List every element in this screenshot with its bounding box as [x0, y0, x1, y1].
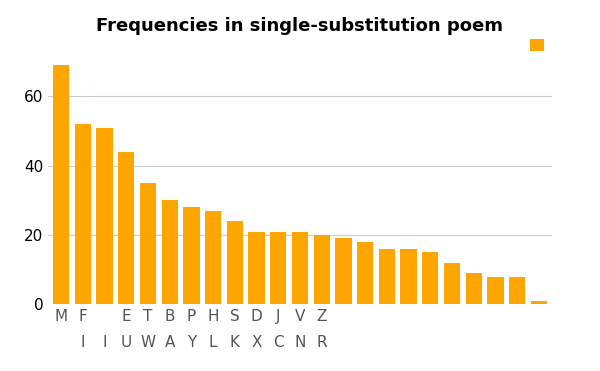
Bar	[74, 124, 91, 304]
Bar	[444, 263, 460, 304]
Text: K: K	[230, 335, 240, 350]
Text: C: C	[273, 335, 284, 350]
Title: Frequencies in single-substitution poem: Frequencies in single-substitution poem	[97, 17, 503, 35]
Bar	[248, 232, 265, 304]
Bar	[379, 249, 395, 304]
Text: U: U	[121, 335, 132, 350]
Text: Y: Y	[187, 335, 196, 350]
Bar	[118, 152, 134, 304]
Bar	[227, 221, 243, 304]
Bar	[205, 211, 221, 304]
Bar	[53, 65, 69, 304]
Bar	[314, 235, 330, 304]
Bar	[270, 232, 286, 304]
Bar	[422, 252, 439, 304]
Text: I: I	[80, 335, 85, 350]
Bar	[183, 207, 200, 304]
Bar	[400, 249, 417, 304]
Bar	[335, 239, 352, 304]
Bar	[509, 276, 526, 304]
Text: A: A	[164, 335, 175, 350]
Legend: 	[530, 39, 555, 52]
Text: I: I	[102, 335, 107, 350]
Text: N: N	[295, 335, 305, 350]
Bar	[357, 242, 373, 304]
Text: R: R	[316, 335, 327, 350]
Bar	[531, 301, 547, 304]
Text: X: X	[251, 335, 262, 350]
Text: L: L	[209, 335, 217, 350]
Bar	[466, 273, 482, 304]
Bar	[487, 276, 503, 304]
Bar	[161, 200, 178, 304]
Bar	[140, 183, 156, 304]
Bar	[97, 128, 113, 304]
Bar	[292, 232, 308, 304]
Text: W: W	[140, 335, 155, 350]
